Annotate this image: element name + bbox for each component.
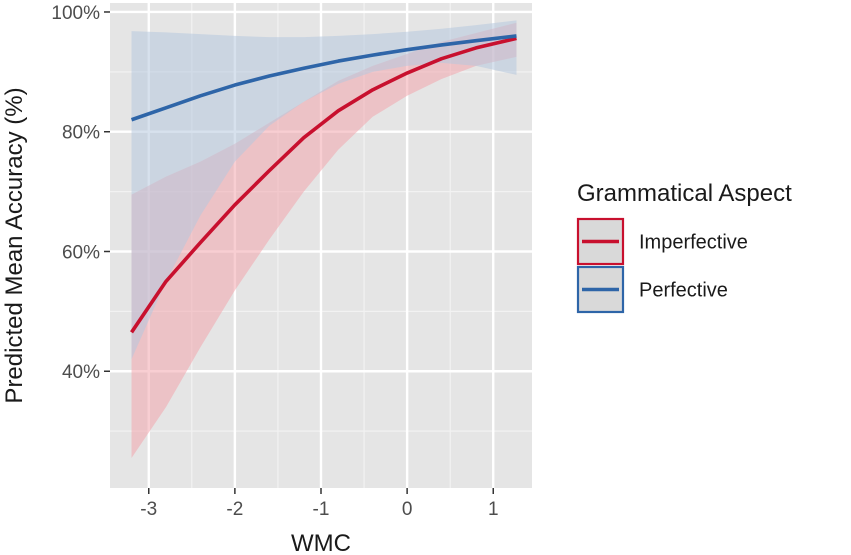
legend-label-perfective: Perfective bbox=[639, 280, 728, 302]
legend: Grammatical Aspect Imperfective Perfectiv… bbox=[576, 180, 792, 314]
legend-label-imperfective: Imperfective bbox=[639, 232, 748, 254]
confidence-bands bbox=[131, 20, 517, 459]
line-perfective bbox=[130, 34, 517, 122]
series-lines bbox=[130, 34, 517, 334]
x-tick-label: 0 bbox=[402, 499, 413, 520]
y-axis: 40% 60% 80% 100% bbox=[51, 3, 110, 383]
line-imperfective bbox=[130, 36, 517, 334]
x-tick-label: -1 bbox=[313, 499, 330, 520]
x-tick-label: 1 bbox=[488, 499, 499, 520]
y-tick-label: 80% bbox=[62, 123, 100, 144]
band-imperfective bbox=[131, 22, 517, 459]
x-axis-title: WMC bbox=[291, 530, 351, 555]
y-axis-title: Predicted Mean Accuracy (%) bbox=[1, 87, 28, 403]
y-tick-label: 60% bbox=[62, 242, 100, 263]
y-tick-label: 40% bbox=[62, 362, 100, 383]
y-tick-label: 100% bbox=[51, 3, 100, 24]
x-tick-label: -2 bbox=[226, 499, 243, 520]
x-tick-label: -3 bbox=[140, 499, 157, 520]
band-perfective bbox=[131, 20, 517, 360]
x-axis: -3 -2 -1 0 1 bbox=[140, 488, 499, 520]
legend-title: Grammatical Aspect bbox=[577, 180, 792, 207]
